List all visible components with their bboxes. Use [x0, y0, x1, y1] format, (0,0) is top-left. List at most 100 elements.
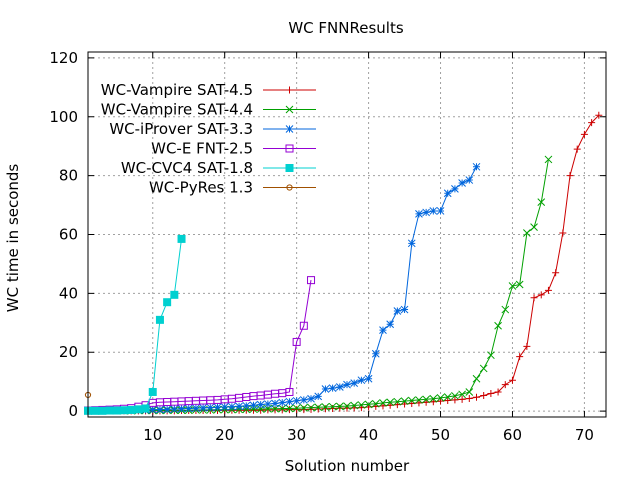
data-point — [393, 307, 402, 315]
data-point — [148, 387, 157, 396]
data-point — [163, 298, 172, 307]
x-axis-label: Solution number — [285, 457, 410, 475]
data-point — [264, 400, 272, 408]
y-axis-label: WC time in seconds — [4, 164, 22, 313]
y-tick-label: 40 — [59, 284, 78, 302]
data-point — [465, 388, 474, 396]
data-point — [235, 402, 243, 411]
data-point — [220, 403, 229, 411]
data-point — [436, 207, 445, 215]
x-tick-label: 60 — [503, 426, 522, 444]
series-line — [87, 280, 312, 411]
data-point — [537, 291, 545, 299]
data-point — [285, 125, 294, 133]
data-point — [192, 404, 200, 413]
data-point — [206, 403, 215, 412]
data-point — [437, 397, 445, 405]
y-tick-label: 100 — [49, 108, 78, 126]
data-point — [170, 290, 179, 299]
y-tick-label: 120 — [49, 49, 78, 67]
data-point — [429, 394, 438, 403]
data-point — [292, 404, 301, 413]
data-point — [264, 406, 272, 414]
data-point — [458, 390, 466, 399]
data-point — [307, 276, 316, 285]
x-tick-label: 40 — [359, 426, 378, 444]
data-point — [364, 400, 373, 409]
data-point — [473, 393, 480, 401]
data-point — [278, 398, 287, 407]
data-point — [134, 405, 143, 414]
data-point — [170, 405, 179, 413]
data-point — [307, 394, 315, 403]
data-point — [371, 399, 380, 408]
data-point — [249, 401, 258, 410]
data-point — [451, 391, 459, 400]
y-tick-label: 20 — [59, 343, 78, 361]
grid-lines — [88, 52, 606, 417]
data-point — [580, 130, 588, 138]
data-point — [357, 401, 366, 409]
data-point — [228, 402, 236, 411]
data-point — [501, 381, 509, 389]
data-point — [516, 353, 524, 361]
data-point — [184, 404, 193, 413]
data-point — [407, 396, 416, 405]
data-point — [443, 393, 452, 401]
data-point — [119, 406, 128, 415]
data-point — [343, 402, 351, 410]
data-point — [400, 397, 409, 405]
plot-frame — [87, 51, 607, 418]
data-point — [393, 397, 402, 406]
data-point — [213, 403, 222, 412]
series-line — [88, 166, 477, 411]
data-point — [480, 392, 488, 400]
x-tick-label: 10 — [143, 426, 162, 444]
data-point — [487, 389, 495, 397]
data-point — [293, 406, 301, 414]
data-point — [141, 404, 150, 413]
data-point — [479, 364, 488, 373]
data-point — [364, 374, 373, 383]
data-point — [451, 185, 459, 193]
data-point — [249, 405, 258, 413]
y-tick-label: 80 — [59, 167, 78, 185]
data-point — [386, 320, 395, 329]
data-point — [559, 229, 567, 237]
data-point — [465, 176, 474, 184]
data-point — [112, 406, 121, 415]
data-point — [105, 406, 114, 415]
x-tick-label: 50 — [431, 426, 450, 444]
x-tick-label: 70 — [575, 426, 594, 444]
data-point — [328, 402, 337, 411]
data-point — [588, 119, 596, 127]
data-point — [242, 405, 251, 414]
data-point — [400, 305, 409, 314]
legend-label: WC-E FNT-2.5 — [151, 140, 253, 158]
data-point — [278, 404, 287, 413]
data-point — [271, 399, 279, 408]
data-point — [407, 239, 416, 248]
data-point — [163, 405, 171, 414]
data-point — [458, 395, 466, 403]
data-point — [155, 315, 164, 324]
data-point — [199, 404, 207, 412]
data-point — [314, 392, 323, 401]
data-point — [573, 145, 581, 153]
data-point — [350, 401, 359, 410]
data-point — [256, 400, 265, 409]
x-tick-label: 20 — [215, 426, 234, 444]
series-line — [88, 159, 549, 412]
data-point — [552, 269, 560, 277]
data-point — [285, 387, 294, 396]
data-point — [177, 234, 186, 243]
data-point — [307, 403, 315, 412]
data-point — [286, 86, 293, 94]
data-point — [299, 396, 308, 404]
data-point — [422, 395, 430, 404]
data-point — [494, 388, 502, 396]
data-point — [278, 406, 286, 414]
data-point — [285, 105, 294, 114]
data-point — [156, 405, 164, 414]
